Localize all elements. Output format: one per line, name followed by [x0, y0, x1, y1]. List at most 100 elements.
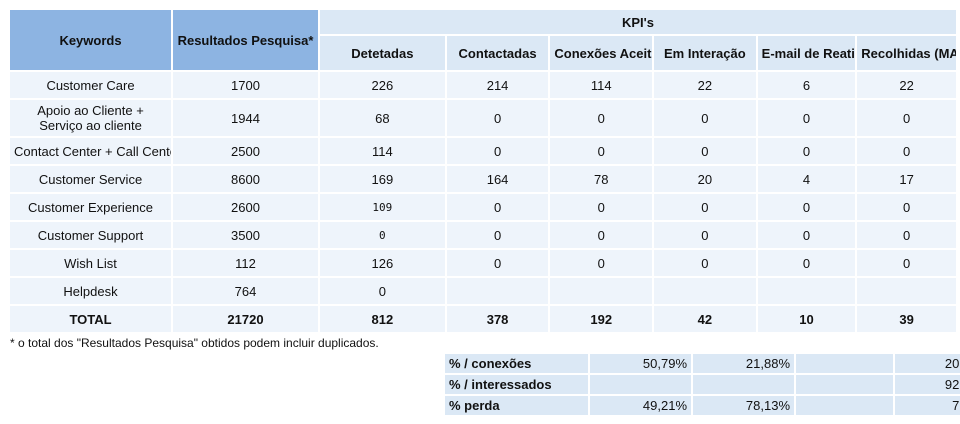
interacao-cell: 0 [654, 250, 756, 276]
detetadas-cell: 0 [319, 278, 445, 304]
table-row: Customer Care 1700 226 214 114 22 6 22 [10, 72, 956, 98]
keyword-cell: Helpdesk [10, 278, 172, 304]
conexoes-cell: 0 [550, 250, 653, 276]
pct-conexoes-cell: 50,79% [590, 354, 691, 373]
pct-email-cell [796, 396, 893, 415]
total-email: 10 [757, 306, 856, 332]
resultados-cell: 1700 [173, 72, 318, 98]
recolhidas-cell: 0 [857, 222, 956, 248]
email-cell: 6 [757, 72, 856, 98]
total-interacao: 42 [654, 306, 756, 332]
keyword-cell: Wish List [10, 250, 172, 276]
total-contactadas: 378 [446, 306, 549, 332]
resultados-cell: 112 [173, 250, 318, 276]
email-cell: 0 [757, 100, 856, 136]
header-contactadas: Contactadas [446, 36, 549, 70]
pct-interacao-cell: 21,88% [693, 354, 794, 373]
conexoes-cell: 0 [550, 100, 653, 136]
pct-recolhidas-cell: 7,14% [895, 396, 960, 415]
total-resultados: 21720 [173, 306, 318, 332]
contactadas-cell: 164 [446, 166, 549, 192]
conexoes-cell: 0 [550, 138, 653, 164]
pct-conexoes-cell: 49,21% [590, 396, 691, 415]
table-row: Customer Service 8600 169 164 78 20 4 17 [10, 166, 956, 192]
conexoes-cell: 0 [550, 194, 653, 220]
header-email-reativacao: E-mail de Reativação [757, 36, 856, 70]
detetadas-cell: 68 [319, 100, 445, 136]
percentage-label: % / conexões [445, 354, 588, 373]
pct-interacao-cell [693, 375, 794, 394]
resultados-cell: 2500 [173, 138, 318, 164]
pct-email-cell [796, 375, 893, 394]
table-row: Apoio ao Cliente + Serviço ao cliente 19… [10, 100, 956, 136]
conexoes-cell: 114 [550, 72, 653, 98]
conexoes-cell [550, 278, 653, 304]
recolhidas-cell: 17 [857, 166, 956, 192]
percentage-label: % / interessados [445, 375, 588, 394]
email-cell: 0 [757, 222, 856, 248]
email-cell: 0 [757, 250, 856, 276]
header-detetadas: Detetadas [319, 36, 445, 70]
contactadas-cell: 0 [446, 100, 549, 136]
interacao-cell: 22 [654, 72, 756, 98]
header-recolhidas-map: Recolhidas (MAP) [857, 36, 956, 70]
keyword-cell: Customer Support [10, 222, 172, 248]
email-cell: 0 [757, 194, 856, 220]
total-detetadas: 812 [319, 306, 445, 332]
resultados-cell: 2600 [173, 194, 318, 220]
pct-email-cell [796, 354, 893, 373]
email-cell: 4 [757, 166, 856, 192]
total-label: TOTAL [10, 306, 172, 332]
recolhidas-cell: 0 [857, 194, 956, 220]
contactadas-cell: 214 [446, 72, 549, 98]
detetadas-cell: 226 [319, 72, 445, 98]
recolhidas-cell: 22 [857, 72, 956, 98]
recolhidas-cell: 0 [857, 138, 956, 164]
percentage-table: % / conexões 50,79% 21,88% 20,31% % / in… [443, 352, 960, 417]
interacao-cell: 20 [654, 166, 756, 192]
conexoes-cell: 0 [550, 222, 653, 248]
detetadas-cell: 169 [319, 166, 445, 192]
percentage-row-conexoes: % / conexões 50,79% 21,88% 20,31% [445, 354, 960, 373]
pct-recolhidas-cell: 92,86% [895, 375, 960, 394]
resultados-cell: 764 [173, 278, 318, 304]
recolhidas-cell: 0 [857, 250, 956, 276]
interacao-cell: 0 [654, 100, 756, 136]
detetadas-cell: 126 [319, 250, 445, 276]
email-cell [757, 278, 856, 304]
total-row: TOTAL 21720 812 378 192 42 10 39 [10, 306, 956, 332]
resultados-cell: 3500 [173, 222, 318, 248]
keyword-cell: Customer Care [10, 72, 172, 98]
pct-conexoes-cell [590, 375, 691, 394]
detetadas-cell: 114 [319, 138, 445, 164]
header-resultados-pesquisa: Resultados Pesquisa* [173, 10, 318, 70]
contactadas-cell: 0 [446, 250, 549, 276]
contactadas-cell: 0 [446, 222, 549, 248]
table-row: Contact Center + Call Cente 2500 114 0 0… [10, 138, 956, 164]
percentage-label: % perda [445, 396, 588, 415]
interacao-cell: 0 [654, 194, 756, 220]
table-row: Helpdesk 764 0 [10, 278, 956, 304]
percentage-row-interessados: % / interessados 92,86% [445, 375, 960, 394]
footnote: * o total dos "Resultados Pesquisa" obti… [10, 336, 379, 350]
contactadas-cell [446, 278, 549, 304]
header-conexoes-aceites: Conexões Aceites [550, 36, 653, 70]
recolhidas-cell [857, 278, 956, 304]
keyword-cell: Customer Service [10, 166, 172, 192]
total-recolhidas: 39 [857, 306, 956, 332]
percentage-row-perda: % perda 49,21% 78,13% 7,14% [445, 396, 960, 415]
keyword-cell: Customer Experience [10, 194, 172, 220]
conexoes-cell: 78 [550, 166, 653, 192]
header-keywords: Keywords [10, 10, 172, 70]
table-row: Customer Support 3500 0 0 0 0 0 0 [10, 222, 956, 248]
contactadas-cell: 0 [446, 138, 549, 164]
keyword-cell: Contact Center + Call Cente [10, 138, 172, 164]
pct-recolhidas-cell: 20,31% [895, 354, 960, 373]
pct-interacao-cell: 78,13% [693, 396, 794, 415]
table-row: Customer Experience 2600 109 0 0 0 0 0 [10, 194, 956, 220]
detetadas-cell: 109 [319, 194, 445, 220]
email-cell: 0 [757, 138, 856, 164]
interacao-cell: 0 [654, 222, 756, 248]
resultados-cell: 8600 [173, 166, 318, 192]
